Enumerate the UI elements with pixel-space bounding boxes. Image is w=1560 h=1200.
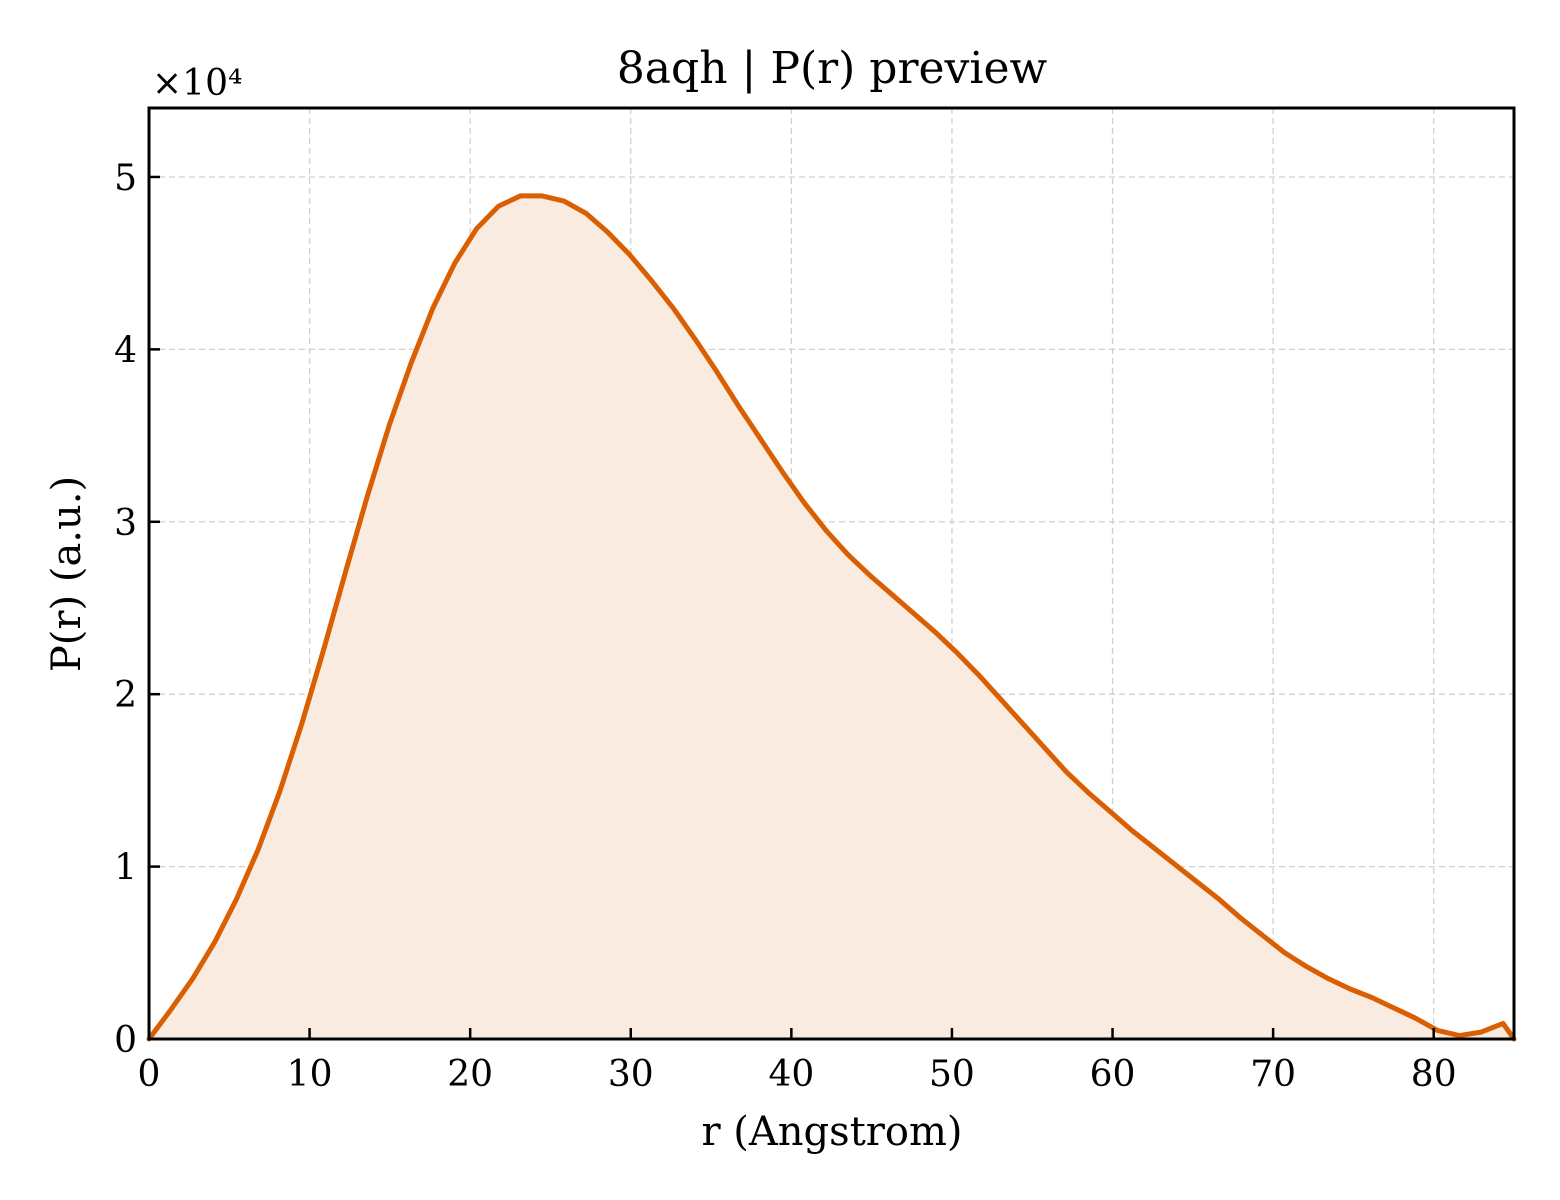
- y-tick-label: 3: [114, 503, 137, 544]
- x-tick-label: 30: [608, 1054, 654, 1095]
- y-tick-label: 1: [114, 848, 137, 889]
- x-tick-label: 20: [447, 1054, 493, 1095]
- y-tick-label: 0: [114, 1020, 137, 1061]
- x-axis-label: r (Angstrom): [701, 1109, 962, 1155]
- plot-frame: [147, 106, 1516, 1041]
- x-tick-label: 0: [138, 1054, 161, 1095]
- x-tick-label: 50: [929, 1054, 975, 1095]
- y-axis-label: P(r) (a.u.): [44, 476, 90, 672]
- chart-title: 8aqh | P(r) preview: [617, 43, 1048, 94]
- x-tick-label: 60: [1090, 1054, 1136, 1095]
- tick-labels: 0 10 20 30 40 50 60 70 80 0 1 2 3 4 5: [114, 158, 1457, 1095]
- y-tick-label: 5: [114, 158, 137, 199]
- y-tick-label: 2: [114, 675, 137, 716]
- series-line: [146, 193, 1517, 1042]
- x-tick-label: 10: [287, 1054, 333, 1095]
- x-tick-label: 80: [1411, 1054, 1457, 1095]
- x-tick-label: 70: [1250, 1054, 1296, 1095]
- area-fill: [149, 195, 1514, 1039]
- y-tick-label: 4: [114, 330, 137, 371]
- y-axis-multiplier: ×10⁴: [152, 63, 242, 104]
- x-tick-label: 40: [768, 1054, 814, 1095]
